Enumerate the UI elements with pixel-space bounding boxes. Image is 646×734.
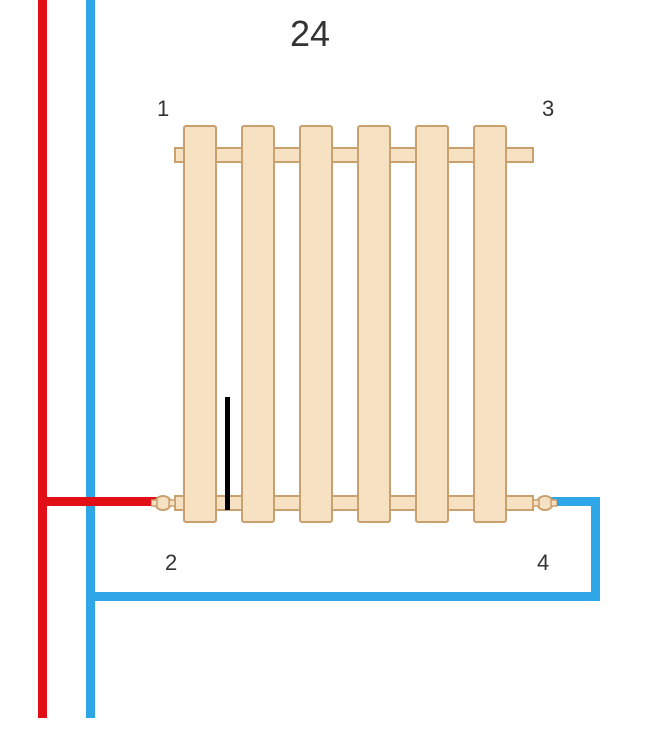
radiator-column <box>299 125 333 523</box>
radiator-column <box>241 125 275 523</box>
return-pipe-low-horizontal <box>95 592 600 601</box>
label-1: 1 <box>157 96 169 122</box>
radiator-column <box>473 125 507 523</box>
return-pipe-right-vertical <box>591 497 600 601</box>
probe-indicator <box>225 397 230 510</box>
label-4: 4 <box>537 550 549 576</box>
valve-right-icon <box>533 493 557 513</box>
radiator-column <box>183 125 217 523</box>
supply-pipe-vertical <box>38 0 47 718</box>
radiator-column <box>357 125 391 523</box>
diagram-canvas: { "title": "24", "title_pos": { "x": 290… <box>0 0 646 734</box>
diagram-title: 24 <box>290 13 330 55</box>
radiator-column <box>415 125 449 523</box>
valve-left-icon <box>151 493 175 513</box>
label-3: 3 <box>542 96 554 122</box>
return-pipe-right-horizontal <box>551 497 600 506</box>
label-2: 2 <box>165 550 177 576</box>
return-pipe-vertical <box>86 0 95 718</box>
supply-branch-horizontal <box>47 497 159 506</box>
